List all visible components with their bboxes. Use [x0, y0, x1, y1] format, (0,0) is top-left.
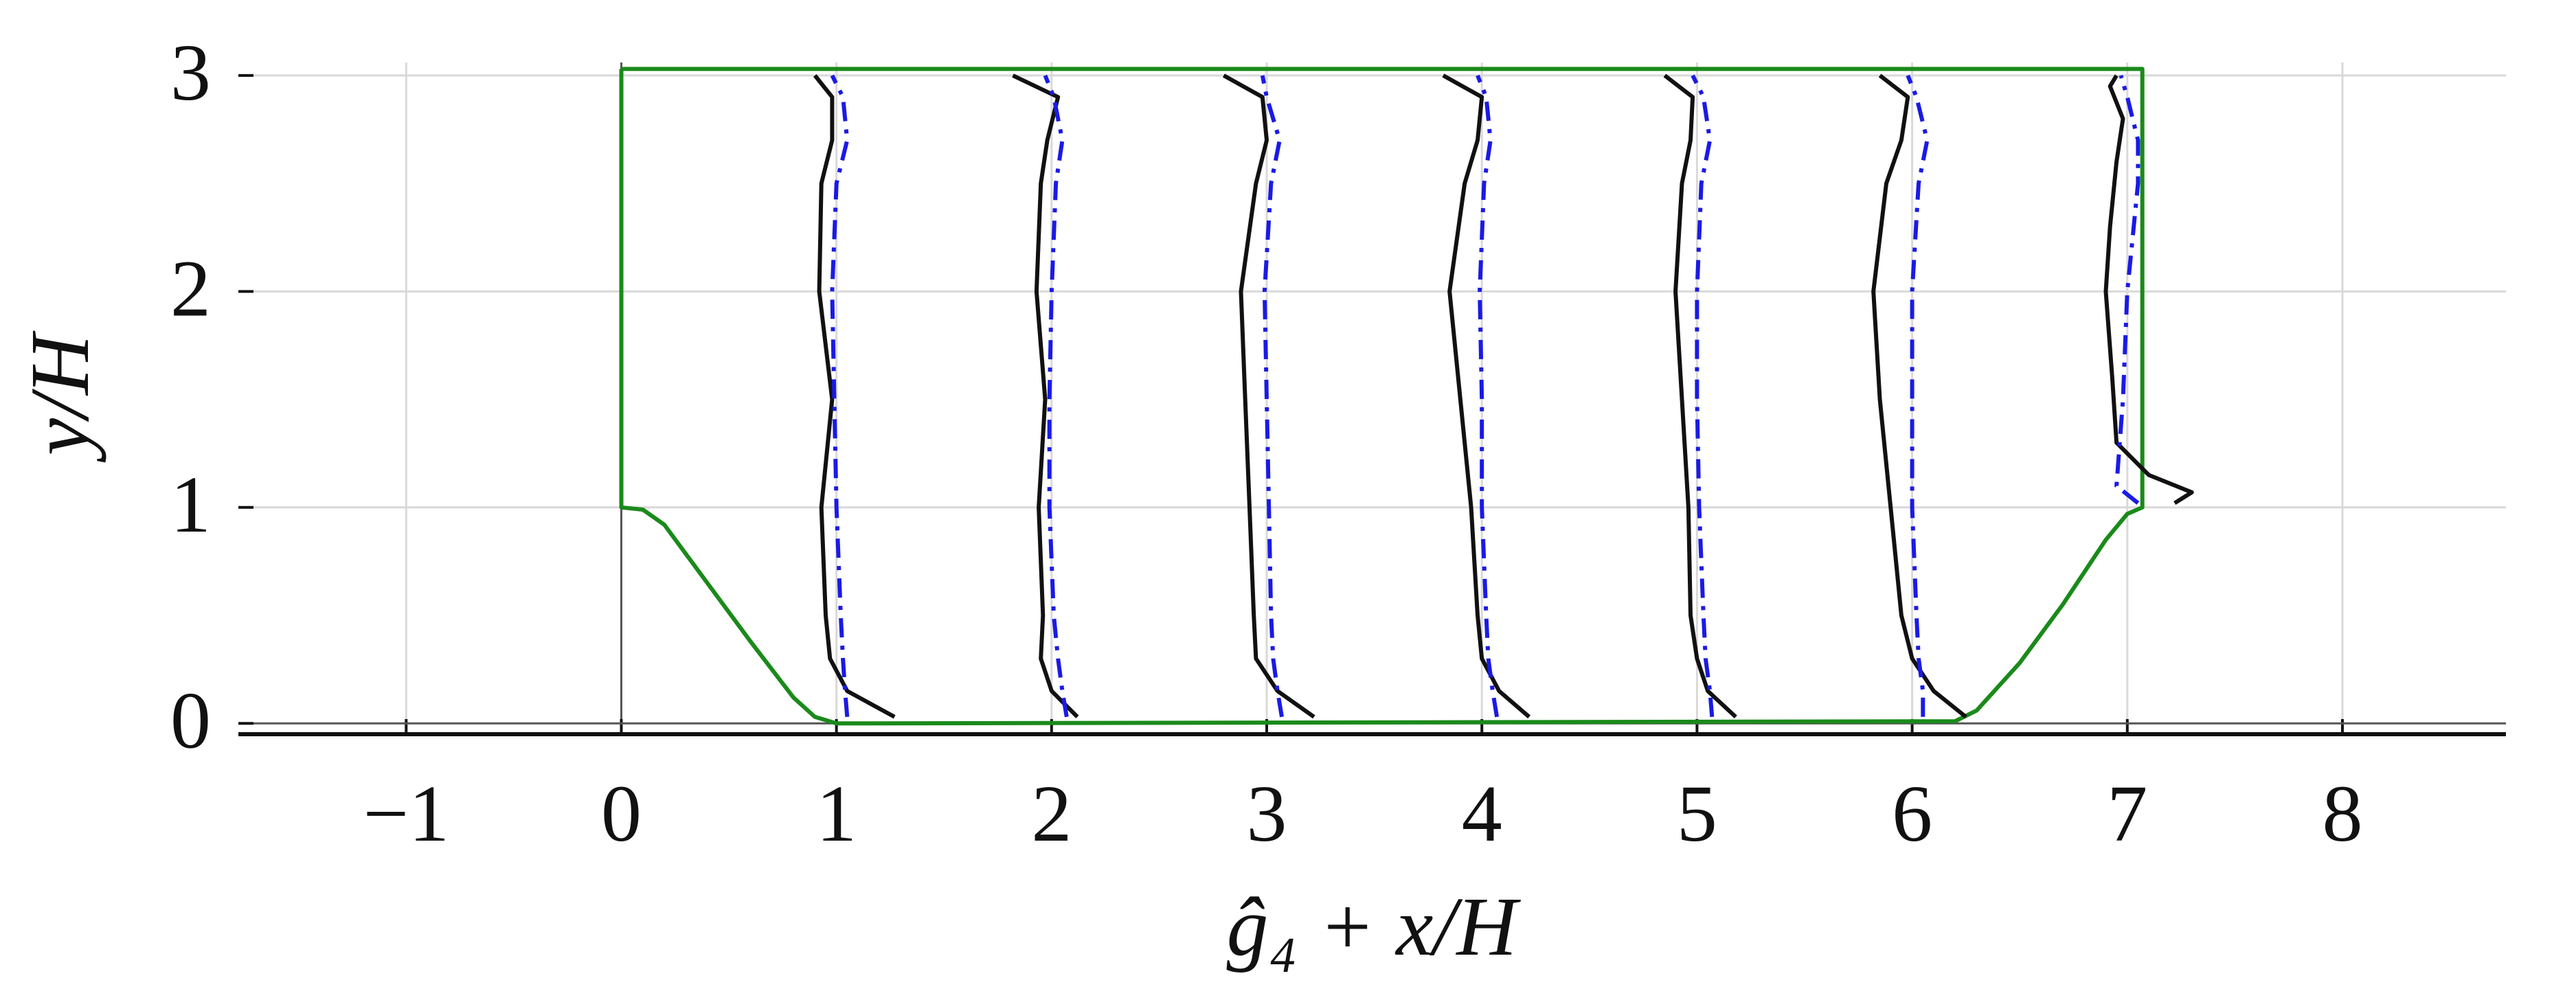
series-line [1476, 74, 1500, 718]
series-line [1043, 74, 1069, 718]
x-tick-label: 2 [1031, 769, 1072, 859]
x-tick-label: −1 [363, 769, 450, 859]
x-tick-label: 5 [1677, 769, 1717, 859]
x-tick-label: 6 [1892, 769, 1932, 859]
series-line [1260, 75, 1284, 718]
y-tick-label: 2 [170, 243, 211, 333]
series-line [619, 67, 2145, 726]
y-tick-label: 1 [170, 459, 211, 549]
y-axis-label: y/H [14, 330, 106, 463]
series-line [2114, 75, 2140, 505]
x-tick-label: 3 [1247, 769, 1287, 859]
x-tick-label: 1 [816, 769, 857, 859]
series-line [830, 74, 850, 718]
y-tick-label: 3 [170, 27, 211, 117]
x-tick-label: 4 [1462, 769, 1502, 859]
x-tick-label: 7 [2107, 769, 2147, 859]
x-tick-label: 0 [601, 769, 642, 859]
y-tick-label: 0 [170, 675, 211, 765]
series-line [1012, 73, 1079, 718]
series-line [2103, 74, 2194, 505]
series-line [1691, 74, 1715, 718]
series-line [813, 74, 896, 719]
x-axis-label: ĝ₄ + x/H [1227, 880, 1522, 973]
series-line [1906, 74, 1930, 717]
series-line [1663, 73, 1737, 719]
x-tick-label: 8 [2322, 769, 2362, 859]
series-line [1222, 73, 1315, 719]
series-line [1442, 73, 1531, 719]
